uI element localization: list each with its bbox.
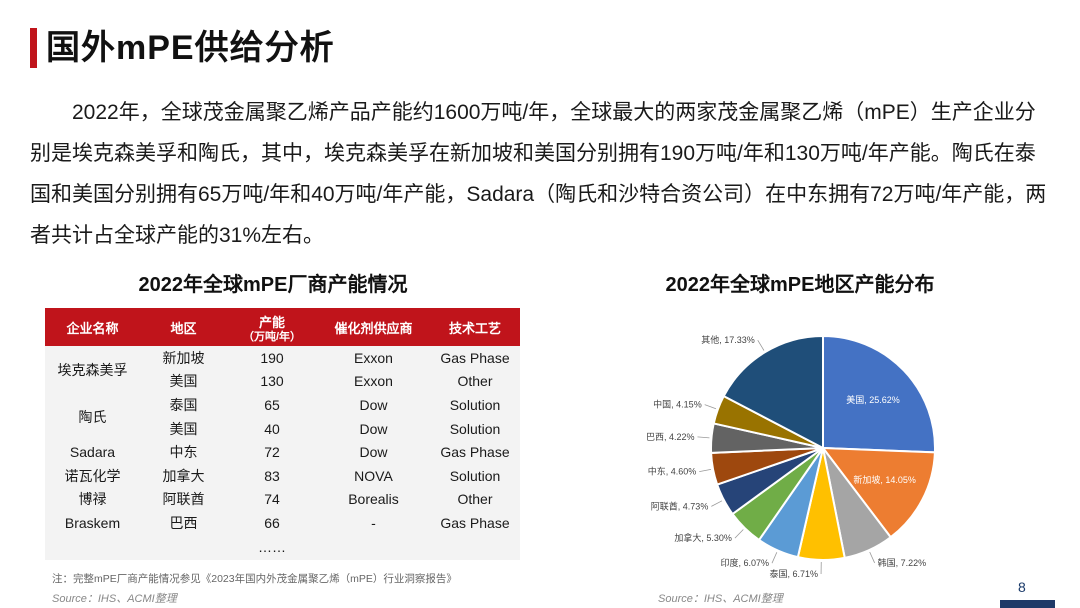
chart-title: 2022年全球mPE地区产能分布 — [665, 274, 935, 296]
table-header-row: 企业名称 地区 产能 （万吨/年） 催化剂供应商 技术工艺 — [45, 308, 520, 346]
table-row: 博禄 阿联酋 74 Borealis Other — [45, 488, 520, 512]
table-row: 诺瓦化学 加拿大 83 NOVA Solution — [45, 464, 520, 488]
pie-chart: 美国, 25.62% 新加坡, 14.05% 韩国, 7.22% 泰国, 6.71%印… — [646, 334, 936, 579]
cell-process: Gas Phase — [440, 444, 510, 461]
cell-process: Gas Phase — [440, 349, 510, 366]
cell-region: 新加坡 — [162, 349, 205, 366]
pie-slice-0 — [822, 334, 936, 454]
pie-label-0: 美国, 25.62% — [846, 394, 900, 405]
pie-slice-1 — [820, 446, 936, 539]
cell-catalyst: Borealis — [348, 491, 399, 508]
cell-capacity: 190 — [260, 349, 284, 366]
cell-ellipsis: …… — [258, 538, 286, 555]
header-catalyst: 催化剂供应商 — [317, 308, 430, 346]
cell-region: 阿联酋 — [162, 491, 205, 508]
pie-leader-2 — [869, 551, 875, 564]
table-row: 美国 130 Exxon Other — [45, 370, 520, 394]
pie-label-1: 新加坡, 14.05% — [853, 474, 916, 485]
cell-catalyst: Exxon — [354, 373, 393, 390]
cell-process: Other — [457, 491, 493, 508]
pie-label-7: 中东, 4.60% — [648, 466, 697, 477]
pie-label-10: 其他, 17.33% — [701, 334, 755, 345]
header-capacity-label: 产能 — [258, 314, 285, 330]
table-row-ellipsis: …… — [45, 535, 520, 559]
cell-process: Solution — [449, 467, 501, 484]
table-row: 陶氏 泰国 65 Dow Solution — [45, 393, 520, 425]
cell-capacity: 66 — [264, 514, 280, 531]
pie-label-2: 韩国, 7.22% — [878, 557, 927, 568]
cell-process: Gas Phase — [440, 514, 510, 531]
title-accent-bar — [30, 28, 37, 68]
cell-region: 巴西 — [169, 514, 198, 531]
footnote: 注：完整mPE厂商产能情况参见《2023年国内外茂金属聚乙烯（mPE）行业洞察报… — [52, 573, 457, 585]
table-title: 2022年全球mPE厂商产能情况 — [138, 274, 408, 296]
cell-capacity: 72 — [264, 444, 280, 461]
cell-catalyst: Exxon — [354, 349, 393, 366]
source-right: Source：IHS、ACMI整理 — [658, 593, 783, 605]
pie-leader-6 — [711, 500, 723, 507]
cell-company: 博禄 — [78, 491, 107, 508]
cell-company: 陶氏 — [78, 408, 107, 425]
header-company: 企业名称 — [45, 308, 140, 346]
table-row: 美国 40 Dow Solution — [45, 417, 520, 441]
header-capacity-unit: （万吨/年） — [242, 330, 302, 343]
capacity-table-panel: 企业名称 地区 产能 （万吨/年） 催化剂供应商 技术工艺 埃克森美孚 新加坡 … — [45, 308, 520, 560]
cell-region: 泰国 — [169, 396, 198, 413]
header-process: 技术工艺 — [430, 308, 520, 346]
pie-leader-5 — [734, 529, 744, 539]
table-row: 埃克森美孚 新加坡 190 Exxon Gas Phase — [45, 346, 520, 378]
cell-company: Braskem — [64, 514, 121, 531]
cell-region: 加拿大 — [162, 467, 205, 484]
cell-process: Other — [457, 373, 493, 390]
pie-label-8: 巴西, 4.22% — [646, 432, 695, 442]
cell-capacity: 65 — [264, 396, 280, 413]
pie-label-3: 泰国, 6.71% — [770, 568, 819, 579]
cell-catalyst: Dow — [359, 444, 388, 461]
cell-company: Sadara — [69, 444, 116, 461]
pie-label-9: 中国, 4.15% — [653, 399, 702, 410]
pie-slices — [710, 334, 936, 561]
header-capacity: 产能 （万吨/年） — [227, 308, 317, 346]
cell-capacity: 83 — [264, 467, 280, 484]
pie-label-6: 阿联酋, 4.73% — [651, 500, 709, 511]
pie-label-4: 印度, 6.07% — [720, 557, 769, 568]
cell-company: 埃克森美孚 — [57, 361, 128, 378]
table-row: Sadara 中东 72 Dow Gas Phase — [45, 440, 520, 464]
cell-catalyst: Dow — [359, 396, 388, 413]
intro-paragraph: 2022年，全球茂金属聚乙烯产品产能约1600万吨/年，全球最大的两家茂金属聚乙… — [30, 101, 1047, 247]
pie-slice-10 — [722, 334, 824, 450]
cell-catalyst: NOVA — [354, 467, 393, 484]
cell-capacity: 74 — [264, 491, 280, 508]
table-row: Braskem 巴西 66 - Gas Phase — [45, 511, 520, 535]
cell-process: Solution — [449, 420, 501, 437]
capacity-table: 企业名称 地区 产能 （万吨/年） 催化剂供应商 技术工艺 埃克森美孚 新加坡 … — [45, 308, 520, 558]
page-number: 8 — [1018, 579, 1026, 595]
pie-labels: 美国, 25.62% 新加坡, 14.05% 韩国, 7.22% 泰国, 6.71%印… — [646, 334, 926, 579]
cell-region: 美国 — [169, 420, 198, 437]
cell-region: 中东 — [169, 444, 198, 461]
pie-leader-10 — [757, 340, 765, 351]
page-title: 国外mPE供给分析 — [46, 29, 335, 67]
cell-company: 诺瓦化学 — [64, 467, 121, 484]
pie-leader-8 — [697, 436, 710, 439]
pie-leader-4 — [771, 552, 778, 564]
cell-region: 美国 — [169, 373, 198, 390]
page-corner-tab — [1000, 600, 1055, 608]
cell-capacity: 130 — [260, 373, 284, 390]
pie-label-5: 加拿大, 5.30% — [674, 532, 732, 543]
pie-leader-7 — [699, 468, 712, 473]
cell-capacity: 40 — [264, 420, 280, 437]
cell-catalyst: Dow — [359, 420, 388, 437]
cell-process: Solution — [449, 396, 501, 413]
source-left: Source：IHS、ACMI整理 — [52, 593, 177, 605]
header-region: 地区 — [140, 308, 227, 346]
pie-leader-9 — [704, 404, 717, 410]
cell-catalyst: - — [371, 514, 376, 531]
